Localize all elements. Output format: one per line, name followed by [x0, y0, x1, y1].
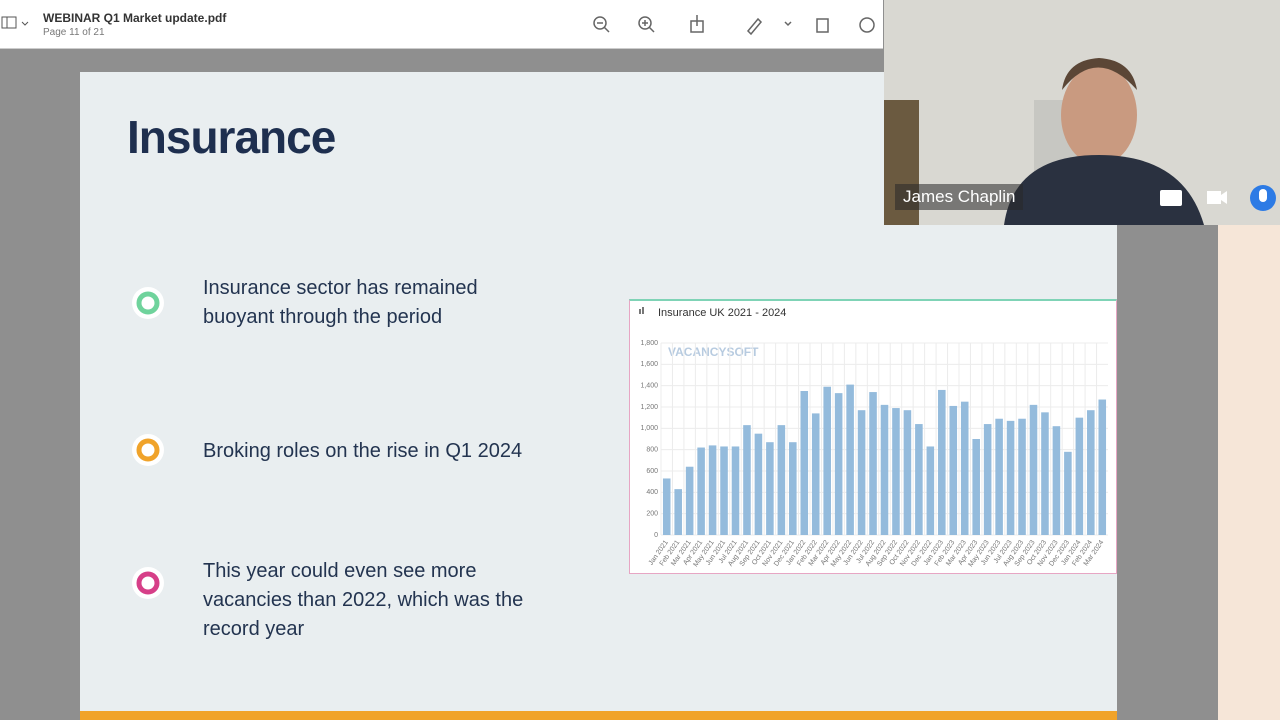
bullet-text: This year could even see more vacancies … [203, 560, 524, 640]
bar [674, 489, 682, 535]
bar [926, 446, 935, 535]
video-feed [884, 0, 1280, 225]
toolbar-icons [593, 15, 875, 36]
slide-title: Insurance [127, 111, 336, 163]
y-tick-label: 1,600 [640, 361, 658, 368]
sidebar-toggle[interactable] [0, 14, 34, 34]
bar [811, 413, 820, 535]
bar [743, 425, 751, 535]
y-tick-label: 1,400 [640, 383, 658, 390]
bar [720, 446, 728, 535]
bar [960, 401, 969, 535]
bar [834, 393, 843, 535]
bar [938, 389, 946, 535]
bar [1052, 426, 1061, 535]
bar [915, 424, 923, 535]
bullet-text: Insurance sector has remained buoyant th… [203, 277, 478, 328]
bar [846, 384, 854, 535]
page-indicator: Page 11 of 21 [43, 27, 105, 38]
chart: Insurance UK 2021 - 2024 VACANCYSOFT 0 20… [639, 307, 1108, 568]
bar [1029, 404, 1038, 535]
bar [697, 447, 705, 535]
zoom-in[interactable] [638, 16, 655, 33]
y-tick-label: 400 [646, 489, 658, 496]
bar [823, 386, 831, 535]
zoom-out[interactable] [593, 16, 610, 33]
bar [1041, 412, 1049, 535]
bar [789, 442, 797, 535]
bar [731, 446, 740, 535]
camera-button[interactable] [1207, 191, 1227, 204]
annotate[interactable] [859, 17, 875, 33]
bar [685, 466, 694, 535]
bar [754, 433, 763, 535]
bullet-text: Broking roles on the rise in Q1 2024 [203, 440, 523, 462]
y-tick-label: 1,200 [640, 404, 658, 411]
bullet-icons [132, 287, 164, 599]
y-tick-label: 0 [654, 532, 658, 539]
toolbar: WEBINAR Q1 Market update.pdf Page 11 of … [0, 0, 883, 49]
bar [995, 418, 1003, 535]
y-tick-label: 600 [646, 468, 658, 475]
y-tick-label: 1,000 [640, 425, 658, 432]
markup[interactable] [746, 17, 792, 36]
bar [1018, 418, 1026, 535]
share[interactable] [690, 15, 704, 33]
bar [880, 404, 889, 535]
watermark: VACANCYSOFT [668, 345, 759, 359]
bar [662, 478, 671, 535]
bar [1064, 451, 1072, 535]
rotate[interactable] [816, 18, 829, 33]
y-tick-label: 1,800 [640, 340, 658, 347]
participant-name: James Chaplin [895, 184, 1024, 210]
bar [708, 445, 717, 535]
bar [777, 425, 786, 535]
side-panel [1218, 225, 1280, 720]
y-tick-label: 200 [646, 511, 658, 518]
y-tick-label: 800 [646, 447, 658, 454]
bar [800, 391, 809, 535]
bar [766, 442, 774, 535]
slide-footer-bar [80, 711, 1117, 720]
bar [949, 405, 958, 535]
bar [1098, 399, 1107, 535]
bar [983, 424, 992, 535]
bar [892, 408, 900, 535]
bar [869, 392, 877, 535]
chart-title: Insurance UK 2021 - 2024 [658, 307, 786, 319]
file-name: WEBINAR Q1 Market update.pdf [43, 11, 227, 25]
bar [1006, 420, 1015, 535]
video-image [884, 0, 1280, 225]
bar [1087, 410, 1095, 535]
mic-button[interactable] [1250, 185, 1276, 211]
share-screen-button[interactable] [1160, 190, 1182, 206]
bar [1075, 417, 1084, 535]
bar [972, 439, 980, 535]
chart-card: Insurance UK 2021 - 2024 VACANCYSOFT 0 20… [629, 299, 1117, 574]
video-controls [1160, 185, 1276, 211]
bar [857, 410, 866, 535]
bar [903, 410, 912, 535]
